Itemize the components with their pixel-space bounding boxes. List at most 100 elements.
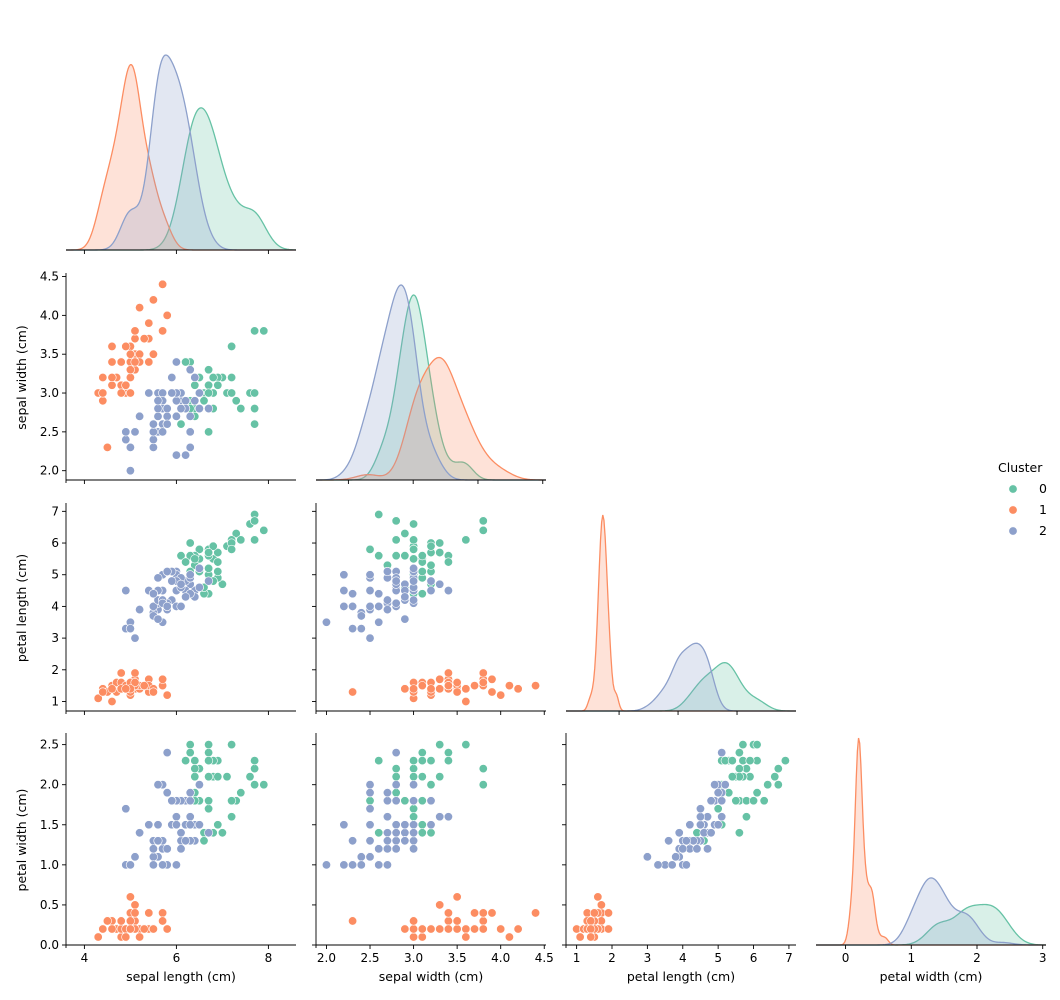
- point-2-24: [667, 860, 677, 870]
- point-1-43: [478, 908, 488, 918]
- point-0-38: [435, 740, 445, 750]
- point-1-25: [125, 388, 135, 398]
- point-0-18: [409, 554, 419, 564]
- point-0-17: [190, 756, 200, 766]
- point-2-5: [356, 624, 366, 634]
- point-0-11: [400, 796, 410, 806]
- y-tick-label: 1: [51, 694, 59, 708]
- point-1-46: [107, 372, 117, 382]
- point-2-31: [365, 601, 375, 611]
- point-1-36: [148, 687, 158, 697]
- panel-2-1: [312, 503, 546, 715]
- point-2-14: [181, 450, 191, 460]
- point-0-30: [176, 551, 186, 561]
- x-axis-label: petal width (cm): [880, 969, 983, 984]
- point-0-29: [391, 551, 401, 561]
- point-0-39: [204, 756, 214, 766]
- point-0-30: [734, 828, 744, 838]
- point-2-50: [382, 796, 392, 806]
- point-0-14: [426, 780, 436, 790]
- point-1-47: [139, 334, 149, 344]
- point-2-39: [400, 592, 410, 602]
- point-1-44: [116, 916, 126, 926]
- point-0-30: [374, 828, 384, 838]
- point-0-35: [734, 748, 744, 758]
- kde-fill-0: [316, 294, 546, 480]
- point-2-60: [153, 836, 163, 846]
- point-2-2: [194, 404, 204, 414]
- point-0-1: [213, 820, 223, 830]
- point-1-3: [107, 380, 117, 390]
- point-1-33: [513, 684, 523, 694]
- point-0-25: [190, 772, 200, 782]
- point-2-53: [162, 788, 172, 798]
- point-0-31: [250, 756, 260, 766]
- point-2-28: [695, 812, 705, 822]
- point-0-6: [185, 740, 195, 750]
- point-2-18: [365, 820, 375, 830]
- point-2-57: [374, 589, 384, 599]
- point-2-47: [153, 780, 163, 790]
- point-2-50: [185, 796, 195, 806]
- point-0-11: [231, 396, 241, 406]
- point-0-13: [227, 740, 237, 750]
- point-2-28: [443, 812, 453, 822]
- point-2-41: [681, 836, 691, 846]
- point-1-5: [487, 674, 497, 684]
- point-2-6: [382, 828, 392, 838]
- point-2-9: [339, 601, 349, 611]
- point-2-40: [130, 852, 140, 862]
- point-0-8: [400, 551, 410, 561]
- point-2-41: [391, 836, 401, 846]
- point-0-2: [417, 828, 427, 838]
- point-2-39: [181, 836, 191, 846]
- point-1-15: [158, 908, 168, 918]
- point-2-0: [190, 372, 200, 382]
- y-axis-label: petal width (cm): [14, 789, 29, 892]
- point-2-0: [426, 820, 436, 830]
- point-2-61: [391, 576, 401, 586]
- point-0-5: [204, 804, 214, 814]
- x-tick-label: 2: [608, 951, 616, 965]
- point-1-32: [504, 932, 514, 942]
- x-tick-label: 4.5: [535, 951, 554, 965]
- point-2-60: [153, 614, 163, 624]
- point-0-22: [250, 404, 260, 414]
- point-2-60: [664, 836, 674, 846]
- point-0-19: [250, 764, 260, 774]
- point-2-2: [391, 820, 401, 830]
- point-0-29: [734, 764, 744, 774]
- point-0-35: [204, 748, 214, 758]
- point-1-39: [125, 916, 135, 926]
- point-1-40: [102, 442, 112, 452]
- point-0-23: [204, 772, 214, 782]
- y-axis-label: sepal width (cm): [14, 325, 29, 429]
- legend-entry-0: 0: [1039, 481, 1047, 496]
- point-2-57: [148, 419, 158, 429]
- point-0-43: [199, 396, 209, 406]
- point-2-56: [162, 419, 172, 429]
- point-0-22: [250, 780, 260, 790]
- point-0-30: [176, 419, 186, 429]
- point-1-18: [158, 326, 168, 336]
- point-0-20: [250, 419, 260, 429]
- point-0-37: [208, 541, 218, 551]
- x-tick-label: 3: [1039, 951, 1047, 965]
- point-2-55: [194, 563, 204, 573]
- x-tick-label: 7: [785, 951, 793, 965]
- point-2-51: [409, 576, 419, 586]
- y-tick-label: 3.5: [40, 347, 59, 361]
- point-0-33: [190, 380, 200, 390]
- point-1-14: [162, 690, 172, 700]
- kde-fill-0: [816, 904, 1046, 945]
- point-0-28: [478, 525, 488, 535]
- point-0-12: [365, 796, 375, 806]
- point-0-0: [217, 579, 227, 589]
- point-0-12: [365, 544, 375, 554]
- point-1-6: [107, 357, 117, 367]
- point-1-44: [116, 388, 126, 398]
- point-2-20: [190, 396, 200, 406]
- point-2-12: [153, 820, 163, 830]
- x-tick-label: 4: [679, 951, 687, 965]
- point-1-33: [513, 924, 523, 934]
